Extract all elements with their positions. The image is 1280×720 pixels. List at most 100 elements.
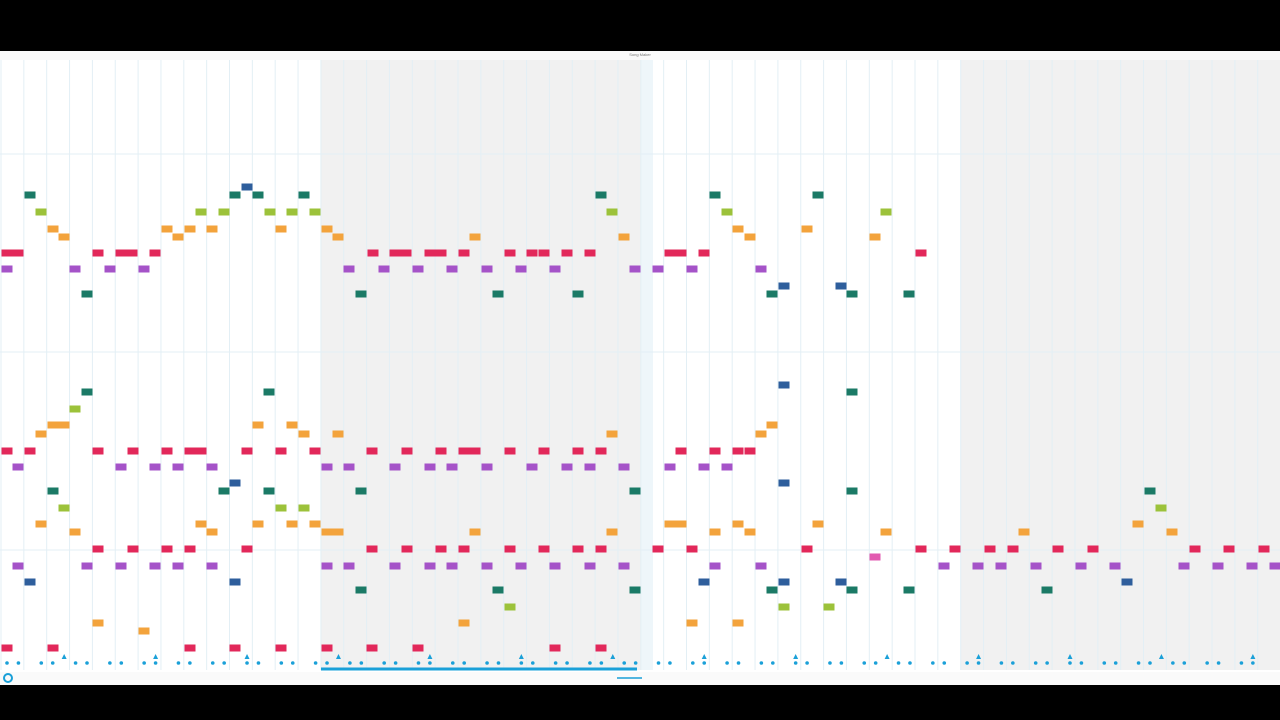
- note: [584, 562, 596, 570]
- note: [561, 249, 573, 257]
- note: [766, 421, 778, 429]
- note: [846, 290, 858, 298]
- note: [675, 249, 687, 257]
- note: [732, 225, 744, 233]
- note: [400, 249, 412, 257]
- note: [549, 644, 561, 652]
- drum-dot: [359, 661, 364, 665]
- note: [206, 225, 218, 233]
- note: [1, 644, 13, 652]
- note: [686, 619, 698, 627]
- note: [366, 644, 378, 652]
- note: [446, 265, 458, 273]
- drum-dot: [176, 661, 181, 665]
- note: [972, 562, 984, 570]
- note: [709, 562, 721, 570]
- note: [903, 586, 915, 594]
- note: [309, 447, 321, 455]
- drum-triangle: [701, 654, 707, 659]
- note: [1258, 545, 1270, 553]
- drum-triangle: [976, 654, 982, 659]
- note: [778, 282, 790, 290]
- note: [355, 290, 367, 298]
- note: [1246, 562, 1258, 570]
- note: [755, 562, 767, 570]
- drum-dot: [1033, 661, 1038, 665]
- note: [629, 487, 641, 495]
- note: [24, 191, 36, 199]
- note: [229, 578, 241, 586]
- note: [538, 545, 550, 553]
- note: [161, 545, 173, 553]
- note: [1166, 528, 1178, 536]
- note: [595, 545, 607, 553]
- note: [880, 528, 892, 536]
- note: [47, 644, 59, 652]
- note: [252, 191, 264, 199]
- note: [172, 463, 184, 471]
- drum-dot: [908, 661, 912, 665]
- drum-dot: [565, 661, 569, 665]
- drum-dot: [450, 661, 455, 665]
- note: [321, 528, 333, 536]
- note: [469, 233, 481, 241]
- drum-dot: [1102, 661, 1107, 665]
- drum-dot: [862, 661, 867, 665]
- note: [81, 290, 93, 298]
- note: [252, 520, 264, 528]
- note: [584, 249, 596, 257]
- drum-dot: [279, 661, 284, 665]
- note: [629, 586, 641, 594]
- note: [938, 562, 950, 570]
- note: [206, 528, 218, 536]
- note: [572, 447, 584, 455]
- note: [69, 528, 81, 536]
- drum-dot: [771, 661, 775, 665]
- note: [321, 463, 333, 471]
- note: [47, 421, 59, 429]
- note: [846, 586, 858, 594]
- note: [869, 233, 881, 241]
- drum-dot: [496, 661, 501, 665]
- drum-dot: [222, 661, 226, 665]
- note: [206, 463, 218, 471]
- drum-dot: [1205, 661, 1209, 665]
- note: [801, 225, 813, 233]
- note: [744, 233, 756, 241]
- note: [435, 447, 447, 455]
- note: [218, 487, 230, 495]
- note: [595, 191, 607, 199]
- note: [241, 183, 253, 191]
- note: [458, 545, 470, 553]
- note: [69, 265, 81, 273]
- note: [298, 430, 310, 438]
- play-button[interactable]: [3, 673, 13, 683]
- note: [1189, 545, 1201, 553]
- drum-dot: [873, 661, 878, 665]
- note: [12, 562, 24, 570]
- drum-dot: [16, 661, 21, 665]
- note: [195, 520, 207, 528]
- note: [1075, 562, 1087, 570]
- note: [81, 388, 93, 396]
- note: [343, 463, 355, 471]
- note: [127, 545, 139, 553]
- drum-dot: [210, 661, 215, 665]
- title-bar: [0, 51, 1280, 60]
- note: [1018, 528, 1030, 536]
- drum-dot: [256, 661, 261, 665]
- note: [1087, 545, 1099, 553]
- note: [389, 463, 401, 471]
- drum-dot: [1148, 661, 1152, 665]
- note: [1007, 545, 1019, 553]
- drum-triangle: [884, 654, 890, 659]
- note: [149, 463, 161, 471]
- drum-dot: [119, 661, 124, 665]
- note: [378, 265, 390, 273]
- note: [538, 249, 550, 257]
- drum-dot: [793, 661, 798, 665]
- note: [606, 430, 618, 438]
- drum-dot: [599, 661, 604, 665]
- note: [195, 447, 207, 455]
- drum-dot: [108, 661, 112, 665]
